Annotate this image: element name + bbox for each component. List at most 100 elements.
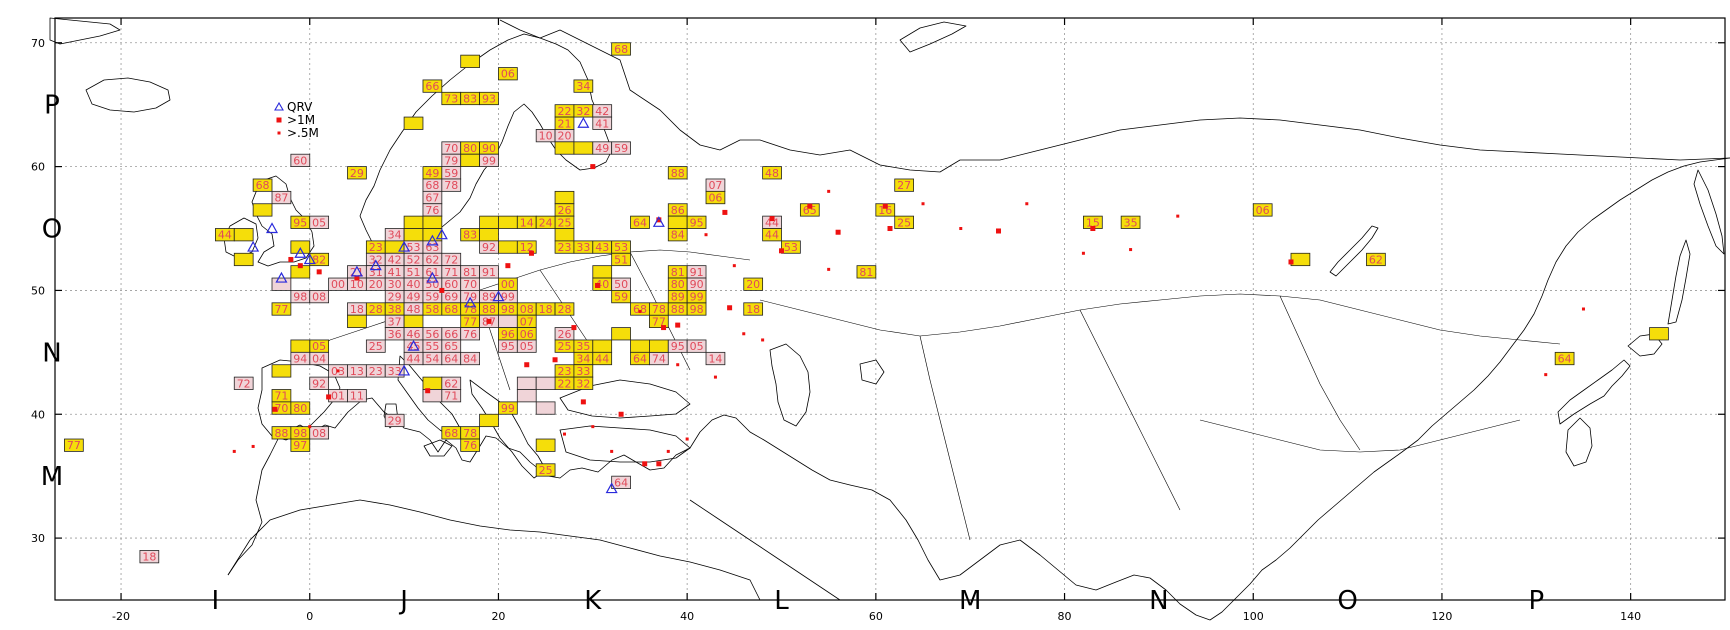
grid-square-label: 22 — [557, 377, 571, 390]
grid-square-label: 65 — [803, 204, 817, 217]
grid-square-label: 62 — [444, 377, 458, 390]
field-letters: I J K L M N O P P O N M — [41, 91, 1544, 616]
qrv-marker — [303, 253, 316, 265]
grid-square-label: 26 — [557, 328, 571, 341]
grid-square — [762, 228, 782, 242]
baikal-coastline — [1329, 225, 1379, 277]
grid-square-label: 83 — [463, 92, 477, 105]
spot-large — [571, 325, 577, 331]
grid-square — [573, 376, 594, 390]
grid-square-label: 05 — [690, 340, 704, 353]
grid-square-label: 98 — [501, 303, 515, 316]
grid-square-label: 04 — [312, 353, 326, 366]
grid-square-label: 07 — [708, 179, 722, 192]
grid-square-label: 95 — [501, 340, 515, 353]
grid-square — [422, 215, 443, 229]
spot-small — [827, 267, 831, 271]
grid-square-label: 06 — [501, 68, 515, 81]
grid-square-label: 36 — [388, 328, 402, 341]
lon-tick-label: 120 — [1431, 610, 1452, 623]
grid-square-label: 01 — [331, 390, 345, 403]
grid-square — [309, 215, 330, 229]
grid-square-label: 78 — [652, 303, 666, 316]
grid-square-label: 15 — [1086, 216, 1100, 229]
spot-small — [308, 425, 312, 429]
grid-square — [573, 141, 594, 155]
spot-small — [562, 432, 566, 436]
grid-square — [554, 141, 575, 155]
grid-square-label: 81 — [671, 266, 685, 279]
grid-square — [271, 277, 292, 291]
spot-large — [354, 275, 360, 281]
grid-square-label: 80 — [671, 278, 685, 291]
spot-large — [316, 269, 322, 275]
grid-square-label: 78 — [444, 179, 458, 192]
grid-square-label: 06 — [1256, 204, 1270, 217]
spot-large — [297, 263, 303, 269]
grid-square-label: 70 — [274, 402, 288, 415]
spot-small — [610, 449, 614, 453]
grid-square — [592, 116, 613, 130]
grid-square-label: 05 — [520, 340, 534, 353]
spot-large — [590, 164, 596, 170]
grid-square-label: 46 — [407, 328, 421, 341]
grid-square-label: 71 — [444, 390, 458, 403]
lon-tick-label: -20 — [112, 610, 130, 623]
grid-square-label: 29 — [350, 167, 364, 180]
grid-square-label: 25 — [369, 340, 383, 353]
grid-square-label: 00 — [501, 278, 515, 291]
grid-square-label: 59 — [614, 291, 628, 304]
grid-square-label: 91 — [482, 266, 496, 279]
grid-square-label: 52 — [407, 253, 421, 266]
grid-square-label: 55 — [425, 340, 439, 353]
grid-square-label: 82 — [312, 253, 326, 266]
grid-square-label: 05 — [312, 340, 326, 353]
legend-label: >1M — [287, 113, 315, 127]
spot-small — [638, 309, 642, 313]
grid-square-label: 81 — [859, 266, 873, 279]
grid-square-label: 60 — [293, 154, 307, 167]
grid-square-label: 20 — [557, 130, 571, 143]
grid-square-label: 49 — [425, 167, 439, 180]
grid-square-label: 94 — [293, 353, 307, 366]
grid-square — [762, 166, 782, 180]
grid-square-label: 69 — [444, 291, 458, 304]
qrv-marker — [652, 216, 665, 227]
lon-field-letter: K — [584, 586, 602, 616]
grid-square-label: 34 — [576, 80, 590, 93]
spot-large — [524, 362, 530, 368]
grid-square-label: 49 — [595, 142, 609, 155]
grid-square — [252, 178, 273, 192]
grid-square-label: 44 — [765, 229, 779, 242]
spot-small — [1544, 373, 1548, 377]
grid-square-label: 63 — [425, 241, 439, 254]
grid-square-label: 64 — [1558, 353, 1572, 366]
grid-square — [686, 339, 707, 353]
grid-square-label: 81 — [463, 266, 477, 279]
grid-square — [535, 438, 556, 452]
grid-square-label: 48 — [407, 303, 421, 316]
qrv-marker — [247, 240, 260, 252]
grid-square-label: 58 — [425, 303, 439, 316]
spot-large — [552, 357, 558, 363]
grid-square — [403, 215, 424, 229]
grid-square — [271, 302, 292, 316]
grid-square — [1290, 252, 1311, 267]
grid-square — [705, 190, 726, 205]
grid-square — [422, 376, 443, 390]
qrv-marker — [398, 240, 411, 252]
spot-small — [251, 444, 255, 448]
lon-tick-label: 80 — [1058, 610, 1072, 623]
lat-field-letter: O — [42, 215, 62, 245]
spot-large — [661, 325, 667, 331]
grid-square-label: 34 — [576, 353, 590, 366]
grid-square-label: 59 — [444, 167, 458, 180]
spot-large — [1288, 259, 1294, 265]
grid-square-label: 26 — [557, 204, 571, 217]
spot-large — [996, 228, 1002, 234]
grid-square-label: 40 — [595, 278, 609, 291]
grid-square-label: 64 — [633, 216, 647, 229]
grid-square — [611, 290, 631, 304]
arabian-coastline — [689, 499, 841, 601]
